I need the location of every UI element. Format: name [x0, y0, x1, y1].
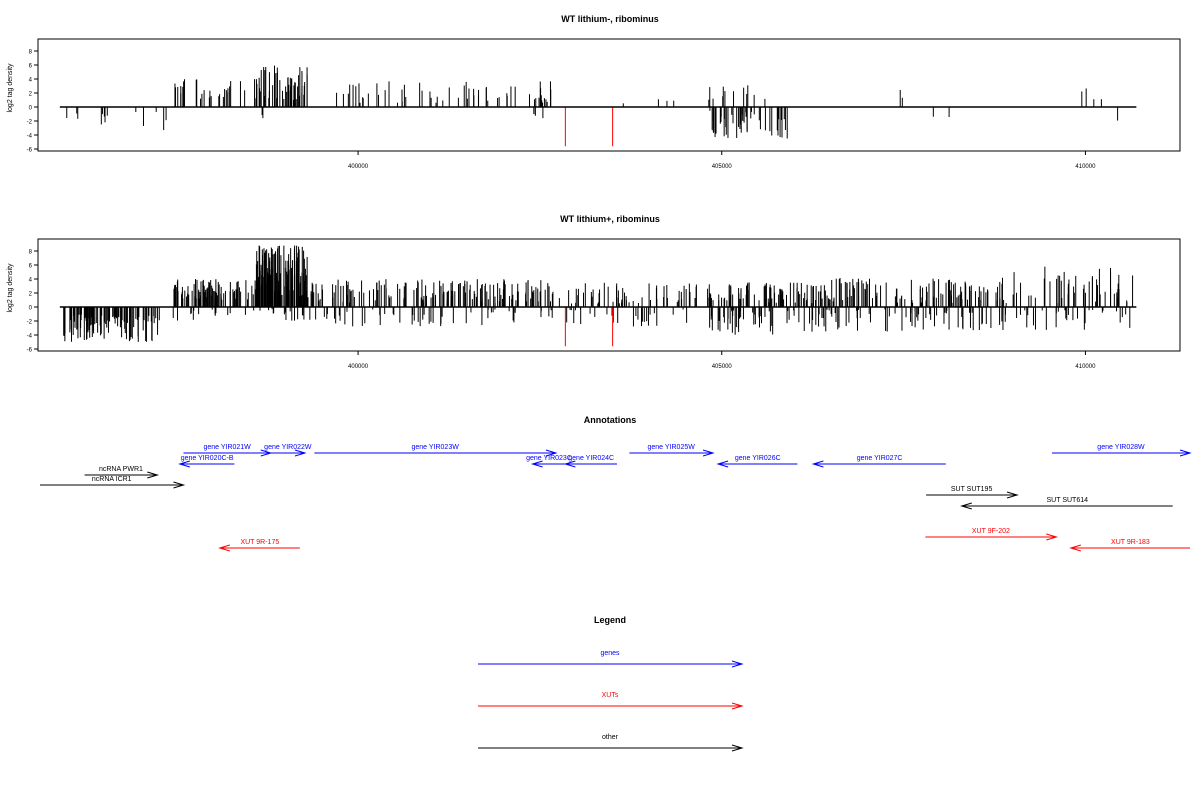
- legend-items: genes XUTs other: [478, 650, 744, 752]
- legend-label: XUTs: [602, 692, 619, 699]
- arrowhead: [960, 502, 972, 510]
- y-tick-label: 8: [29, 50, 33, 56]
- legend: Legend genes XUTs other: [478, 615, 744, 752]
- y-tick-label: -6: [27, 148, 33, 154]
- annotation-feature: gene YIR023C: [526, 455, 572, 468]
- annotation-feature: gene YIR026C: [716, 455, 798, 468]
- tag-density-bars-2: [59, 245, 1137, 347]
- track-panel-1: WT lithium-, ribominus log2 tag density …: [7, 14, 1181, 171]
- tag-density-bars-1: [59, 65, 1137, 147]
- y-tick-label: 8: [29, 250, 33, 256]
- annotation-label: gene YIR023C: [526, 455, 572, 462]
- annotation-label: ncRNA ICR1: [92, 476, 132, 483]
- y-tick-label: -4: [27, 134, 33, 140]
- annotations-track: Annotations gene YIR021W gene YIR022W gene…: [40, 415, 1192, 552]
- annotation-label: XUT 9R-183: [1111, 539, 1150, 546]
- annotation-label: gene YIR024C: [568, 455, 614, 462]
- annotation-label: ncRNA PWR1: [99, 466, 143, 473]
- arrowhead: [731, 702, 744, 710]
- y-tick-label: 2: [29, 92, 33, 98]
- arrowhead: [811, 460, 824, 468]
- annotation-features: gene YIR021W gene YIR022W gene YIR023W gene…: [40, 444, 1192, 552]
- arrowhead: [1006, 491, 1019, 499]
- annotation-feature: ncRNA ICR1: [40, 476, 186, 489]
- annotation-label: gene YIR027C: [857, 455, 903, 462]
- y-axis-label-1: log2 tag density: [7, 63, 14, 113]
- axis-ticks-2: -6 -4 -2 0 2 4 6 8 400000 405000 410000: [27, 250, 1096, 371]
- annotation-label: gene YIR023W: [411, 444, 459, 451]
- axis-ticks-1: -6 -4 -2 0 2 4 6 8 400000 405000 410000: [27, 50, 1096, 171]
- y-tick-label: -6: [27, 348, 33, 354]
- track-title-1: WT lithium-, ribominus: [561, 14, 659, 24]
- annotation-label: SUT SUT195: [951, 486, 993, 493]
- annotation-feature: XUT 9R-175: [218, 539, 300, 552]
- annotation-label: gene YIR020C-B: [181, 455, 234, 462]
- annotation-label: gene YIR025W: [648, 444, 696, 451]
- x-tick-label: 400000: [348, 364, 369, 370]
- y-tick-label: 6: [29, 264, 33, 270]
- x-tick-label: 410000: [1075, 164, 1096, 170]
- annotation-label: gene YIR022W: [264, 444, 312, 451]
- annotation-feature: XUT 9F-202: [925, 528, 1059, 541]
- annotation-label: XUT 9F-202: [972, 528, 1010, 535]
- track-title-2: WT lithium+, ribominus: [560, 214, 660, 224]
- legend-item-gene: genes: [478, 650, 744, 668]
- legend-item-xut: XUTs: [478, 692, 744, 710]
- annotation-feature: gene YIR022W: [264, 444, 312, 457]
- arrowhead: [563, 460, 576, 468]
- annotation-label: gene YIR028W: [1097, 444, 1145, 451]
- legend-label: other: [602, 734, 619, 741]
- y-tick-label: 0: [29, 306, 33, 312]
- arrowhead: [1179, 449, 1192, 457]
- annotation-feature: ncRNA PWR1: [84, 466, 160, 479]
- track-panel-2: WT lithium+, ribominus log2 tag density …: [7, 214, 1181, 371]
- plot-frame-2: [37, 238, 1181, 352]
- annotation-label: SUT SUT614: [1047, 497, 1089, 504]
- x-tick-label: 410000: [1075, 364, 1096, 370]
- annotation-feature: gene YIR024C: [563, 455, 618, 468]
- y-tick-label: 2: [29, 292, 33, 298]
- arrowhead: [530, 460, 543, 468]
- plot-frame-1: [37, 38, 1181, 152]
- y-tick-label: 4: [29, 78, 33, 84]
- arrowhead: [1046, 533, 1059, 541]
- annotation-feature: XUT 9R-183: [1069, 539, 1190, 552]
- annotation-label: gene YIR026C: [735, 455, 781, 462]
- arrowhead: [1069, 544, 1082, 552]
- annotation-feature: gene YIR028W: [1051, 444, 1192, 457]
- arrowhead: [294, 449, 307, 457]
- legend-title: Legend: [594, 615, 626, 625]
- y-tick-label: 0: [29, 106, 33, 112]
- arrowhead: [218, 544, 230, 552]
- annotation-label: gene YIR021W: [203, 444, 251, 451]
- legend-item-other: other: [478, 734, 744, 752]
- legend-label: genes: [600, 650, 620, 657]
- arrowhead: [702, 449, 715, 457]
- arrowhead: [731, 660, 744, 668]
- annotation-feature: SUT SUT195: [926, 486, 1019, 499]
- annotation-feature: SUT SUT614: [960, 497, 1173, 510]
- annotation-feature: gene YIR020C-B: [178, 455, 235, 468]
- y-tick-label: -4: [27, 334, 33, 340]
- annotation-feature: gene YIR027C: [811, 455, 946, 468]
- y-axis-label-2: log2 tag density: [7, 263, 14, 313]
- arrowhead: [716, 460, 729, 468]
- x-tick-label: 405000: [712, 164, 733, 170]
- annotation-feature: gene YIR025W: [629, 444, 715, 457]
- annotations-title: Annotations: [584, 415, 637, 425]
- arrowhead: [545, 449, 558, 457]
- arrowhead: [178, 460, 190, 468]
- x-tick-label: 400000: [348, 164, 369, 170]
- y-tick-label: 4: [29, 278, 33, 284]
- annotation-feature: gene YIR023W: [314, 444, 558, 457]
- y-tick-label: 6: [29, 64, 33, 70]
- arrowhead: [731, 744, 744, 752]
- annotation-label: XUT 9R-175: [240, 539, 279, 546]
- arrowhead: [173, 481, 186, 489]
- y-tick-label: -2: [27, 320, 33, 326]
- x-tick-label: 405000: [712, 364, 733, 370]
- arrowhead: [147, 471, 160, 479]
- y-tick-label: -2: [27, 120, 33, 126]
